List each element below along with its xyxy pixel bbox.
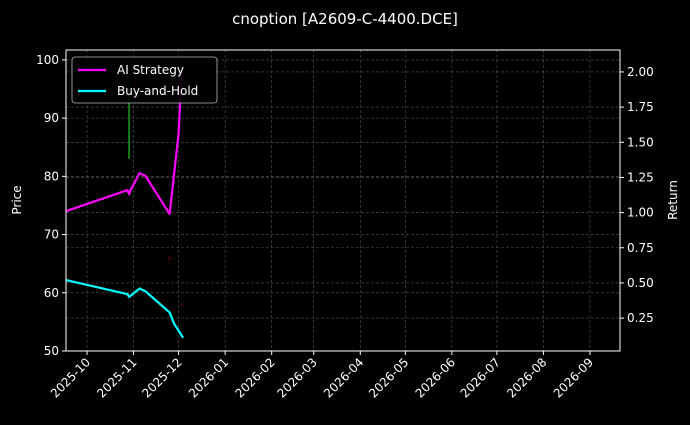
y2-axis-label: Return [666, 180, 680, 220]
y-tick-label: 90 [44, 111, 59, 125]
chart-title: cnoption [A2609-C-4400.DCE] [232, 10, 458, 28]
y2-tick-label: 1.75 [627, 100, 654, 114]
x-tick-label: 2026-04 [321, 355, 366, 400]
series-line-ai-strategy [65, 71, 183, 216]
y-tick-label: 80 [44, 169, 59, 183]
y-tick-label: 100 [36, 53, 59, 67]
y-tick-label: 70 [44, 228, 59, 242]
x-tick-label: 2026-06 [413, 355, 458, 400]
series-line-buy-and-hold [65, 279, 185, 339]
y2-tick-label: 0.25 [627, 311, 654, 325]
x-tick-label: 2026-07 [458, 355, 503, 400]
x-tick-label: 2026-02 [232, 355, 277, 400]
y-axis-label: Price [10, 185, 24, 214]
series-lines [65, 71, 185, 339]
y2-tick-label: 0.50 [627, 276, 654, 290]
x-tick-label: 2025-12 [139, 355, 184, 400]
y-tick-label: 60 [44, 286, 59, 300]
legend-label-ai-strategy: AI Strategy [117, 63, 184, 77]
x-tick-label: 2026-08 [504, 355, 549, 400]
x-tick-label: 2026-05 [366, 355, 411, 400]
y2-tick-label: 1.25 [627, 170, 654, 184]
y2-tick-label: 0.75 [627, 241, 654, 255]
legend: AI Strategy Buy-and-Hold [71, 56, 218, 104]
x-tick-label: 2025-10 [48, 355, 93, 400]
x-tick-label: 2026-03 [274, 355, 319, 400]
plot-frame [65, 49, 621, 352]
y-tick-label: 50 [44, 344, 59, 358]
x-tick-label: 2026-09 [551, 355, 596, 400]
y2-tick-label: 1.00 [627, 206, 654, 220]
legend-label-buy-and-hold: Buy-and-Hold [117, 84, 198, 98]
y2-tick-label: 2.00 [627, 65, 654, 79]
y2-tick-label: 1.50 [627, 135, 654, 149]
x-tick-label: 2026-01 [186, 355, 231, 400]
x-tick-label: 2025-11 [94, 355, 139, 400]
